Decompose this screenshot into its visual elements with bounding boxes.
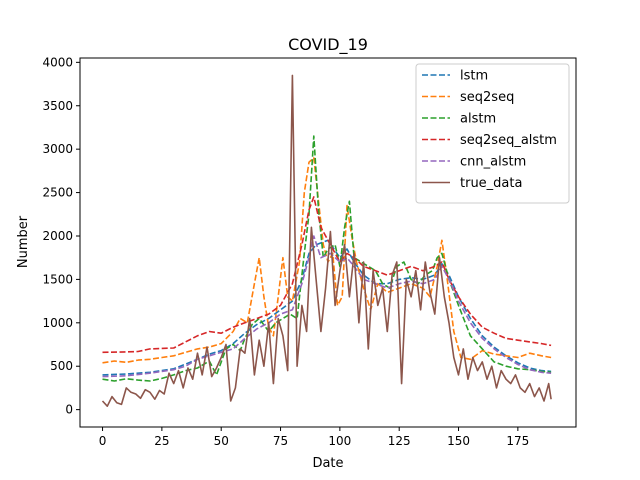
x-tick-label: 0 bbox=[99, 434, 107, 448]
y-tick-label: 0 bbox=[65, 403, 73, 417]
series-line-cnn_alstm bbox=[102, 235, 552, 378]
legend: lstm seq2seq alstm seq2seq_alstm cnn_alstmtr… bbox=[415, 63, 570, 204]
plot-frame bbox=[79, 57, 577, 428]
chart-title: COVID_19 bbox=[288, 35, 368, 55]
legend-label-lstm: lstm bbox=[460, 69, 488, 84]
legend-label-seq2seq: seq2seq bbox=[460, 90, 514, 105]
x-tick-label: 100 bbox=[328, 434, 351, 448]
series-lines bbox=[101, 74, 552, 407]
y-tick-label: 2500 bbox=[42, 186, 73, 200]
legend-label-cnn_alstm: cnn_alstm bbox=[460, 155, 526, 170]
x-tick-label: 150 bbox=[447, 434, 470, 448]
x-axis: 0 25 50 75 100 125 150 175 bbox=[99, 427, 529, 448]
y-tick-label: 1000 bbox=[42, 316, 73, 330]
y-tick-label: 4000 bbox=[42, 55, 73, 69]
legend-box bbox=[415, 63, 570, 204]
x-tick-label: 50 bbox=[214, 434, 229, 448]
y-tick-label: 3500 bbox=[42, 99, 73, 113]
y-tick-label: 500 bbox=[50, 359, 73, 373]
legend-label-true_data: true_data bbox=[460, 176, 522, 191]
y-axis-label: Number bbox=[16, 215, 31, 268]
series-line-seq2seq bbox=[102, 157, 552, 364]
series-line-lstm bbox=[102, 239, 552, 376]
series-line-seq2seq_alstm bbox=[102, 196, 552, 354]
y-axis: 0 500 1000 1500 2000 2500 3000 3500 4000 bbox=[42, 55, 80, 417]
y-tick-label: 2000 bbox=[42, 229, 73, 243]
x-tick-label: 125 bbox=[388, 434, 411, 448]
legend-label-seq2seq_alstm: seq2seq_alstm bbox=[460, 133, 557, 148]
y-tick-label: 3000 bbox=[42, 142, 73, 156]
x-tick-label: 75 bbox=[273, 434, 288, 448]
x-tick-label: 25 bbox=[154, 434, 169, 448]
series-line-true_data bbox=[101, 74, 552, 407]
x-axis-label: Date bbox=[312, 456, 343, 471]
legend-label-alstm: alstm bbox=[460, 112, 496, 127]
y-tick-label: 1500 bbox=[42, 272, 73, 286]
x-tick-label: 175 bbox=[506, 434, 529, 448]
